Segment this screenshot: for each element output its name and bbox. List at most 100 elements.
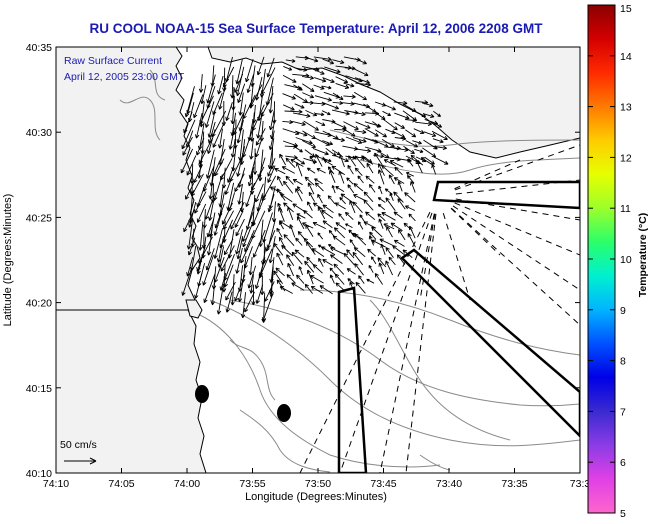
current-vector	[277, 175, 283, 187]
current-vector	[329, 267, 337, 275]
current-vector	[339, 154, 345, 168]
x-tick-label: 73:35	[501, 478, 527, 490]
y-axis-label: Latitude (Degrees:Minutes)	[2, 194, 14, 327]
depth-contour	[229, 299, 580, 407]
current-vector	[331, 185, 336, 194]
current-vector	[267, 194, 275, 213]
current-vector	[206, 218, 215, 238]
current-vector	[312, 68, 325, 75]
current-vector	[235, 66, 245, 97]
current-vector	[287, 262, 295, 277]
current-vector	[383, 159, 396, 167]
current-vector	[407, 158, 414, 167]
depth-contour	[209, 299, 580, 447]
current-vector	[297, 230, 306, 240]
current-vector	[292, 112, 311, 118]
current-vector	[338, 213, 345, 221]
x-axis-label: Longitude (Degrees:Minutes)	[245, 491, 387, 503]
current-vector	[268, 236, 276, 264]
current-vector	[285, 175, 294, 185]
current-vector	[185, 182, 195, 200]
current-vector	[294, 67, 308, 72]
current-vector	[317, 206, 326, 220]
colorbar-tick-label: 14	[620, 51, 632, 63]
current-vector	[293, 84, 303, 91]
current-vector	[379, 238, 393, 246]
current-vector	[312, 264, 323, 274]
current-vector	[332, 101, 344, 106]
current-vector	[255, 284, 264, 304]
current-vector	[235, 229, 243, 255]
colorbar-ticks: 15 14 13 12 11 10 9 8 7 6 5	[588, 3, 632, 520]
current-vector	[354, 167, 363, 177]
current-vector	[283, 104, 295, 111]
current-vector	[312, 221, 326, 230]
current-vector	[295, 162, 303, 177]
current-vector	[237, 282, 244, 303]
current-vector	[388, 174, 395, 185]
current-vector	[353, 183, 364, 192]
scale-vector-label: 50 cm/s	[60, 439, 97, 451]
current-vector	[314, 112, 325, 117]
current-vector	[383, 223, 395, 230]
current-vector	[334, 273, 345, 285]
current-vector	[365, 175, 375, 184]
current-vector	[368, 235, 375, 246]
current-vector	[303, 120, 319, 131]
current-vector	[304, 176, 315, 186]
current-vector	[343, 252, 355, 266]
current-vector	[266, 57, 275, 78]
current-vector	[235, 59, 243, 85]
current-vector	[247, 265, 257, 289]
current-vector	[332, 137, 345, 143]
current-vector	[183, 111, 193, 134]
current-vector	[343, 82, 355, 88]
current-vector	[321, 209, 334, 219]
current-vector	[236, 236, 244, 260]
current-vector	[389, 192, 394, 201]
current-vector	[386, 226, 393, 238]
current-vector	[382, 110, 392, 116]
current-vector	[314, 178, 323, 185]
current-vector	[307, 182, 315, 195]
current-vector	[329, 254, 343, 264]
current-vector	[305, 241, 316, 256]
current-vector	[222, 66, 235, 88]
current-vector	[368, 184, 376, 193]
radial-line	[452, 205, 580, 291]
current-vector	[374, 273, 383, 285]
current-vector	[347, 164, 354, 175]
current-vector	[421, 102, 434, 108]
current-vector	[180, 148, 194, 174]
current-vector	[405, 140, 419, 148]
depth-contour	[239, 409, 331, 473]
current-vector	[347, 278, 355, 285]
current-vector	[296, 186, 303, 195]
current-vector	[344, 211, 354, 221]
current-vector	[364, 128, 379, 137]
current-vector	[394, 166, 403, 176]
channel-outline	[400, 248, 580, 438]
current-vector	[249, 274, 254, 294]
current-vector	[186, 155, 197, 176]
radial-line	[379, 213, 435, 473]
current-vector	[363, 199, 374, 211]
current-vector	[382, 118, 398, 131]
current-vector	[202, 255, 214, 286]
current-vector	[181, 265, 194, 296]
current-vector	[331, 149, 341, 156]
current-annotation-line1: Raw Surface Current	[64, 55, 162, 67]
current-vector	[182, 136, 193, 156]
current-vector	[194, 113, 203, 139]
x-tick-label: 74:05	[108, 478, 134, 490]
current-vector	[302, 100, 314, 105]
current-vector	[405, 129, 417, 138]
current-vector	[345, 136, 363, 144]
current-vector	[378, 163, 385, 176]
current-vector	[361, 156, 374, 165]
current-vector	[349, 200, 356, 214]
current-vector	[374, 129, 387, 138]
current-vector	[321, 110, 331, 116]
